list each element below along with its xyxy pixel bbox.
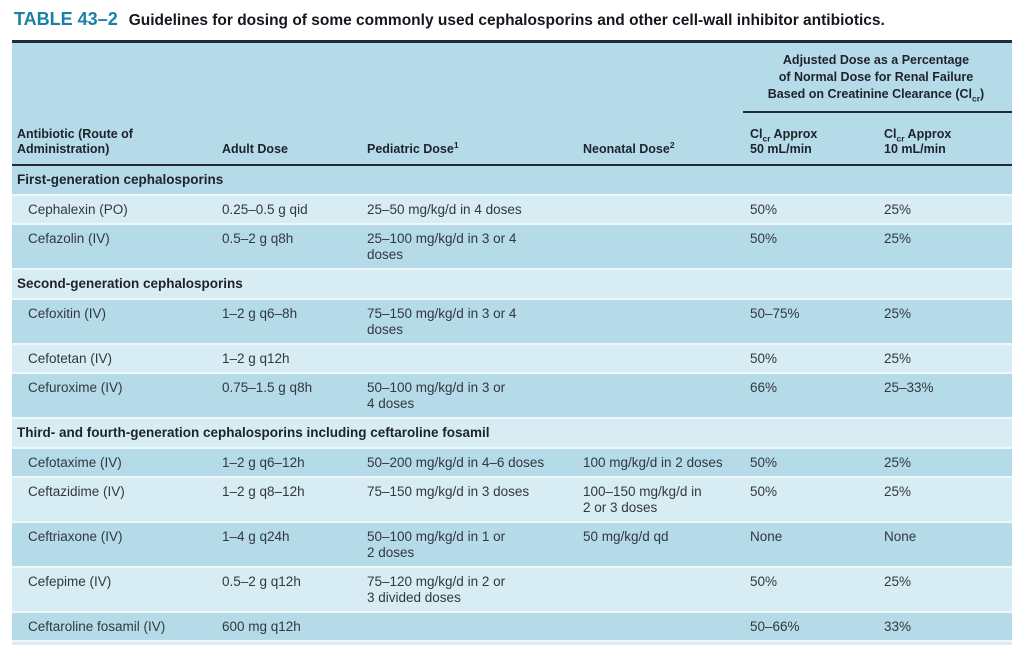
- column-header-neonatal-dose: Neonatal Dose2: [583, 139, 675, 156]
- antibiotic-name: Cefotetan (IV): [28, 351, 113, 366]
- neonatal-dose: [583, 196, 750, 223]
- neonatal-dose: 100 mg/kg/d in 2 doses: [583, 455, 723, 470]
- antibiotic-name: Cefepime (IV): [28, 574, 112, 589]
- neonatal-dose: [583, 345, 750, 372]
- pediatric-dose: 25–100 mg/kg/d in 3 or 4 doses: [367, 231, 517, 262]
- adult-dose: 1–2 g q8–12h: [222, 484, 305, 499]
- clcr10-value: 25%: [884, 202, 912, 217]
- antibiotic-name: Cephalexin (PO): [28, 202, 128, 217]
- clcr50-value: 50%: [750, 202, 778, 217]
- clcr10-value: 25%: [884, 306, 912, 321]
- table-row-cephalexin: Cephalexin (PO) 0.25–0.5 g qid 25–50 mg/…: [12, 196, 1012, 225]
- adult-dose: 600 mg q12h: [222, 619, 301, 634]
- clcr10-value: 25%: [884, 455, 912, 470]
- clcr50-value: 50%: [750, 574, 778, 589]
- pediatric-dose: 50–100 mg/kg/d in 3 or 4 doses: [367, 380, 506, 411]
- neonatal-dose: [583, 300, 750, 343]
- adult-dose: 0.5–2 g q8h: [222, 231, 294, 246]
- footnote-marker-2: 2: [669, 139, 675, 150]
- antibiotic-name: Cefazolin (IV): [28, 231, 110, 246]
- clcr10-value: None: [884, 529, 917, 544]
- table-row-cefotaxime: Cefotaxime (IV) 1–2 g q6–12h 50–200 mg/k…: [12, 449, 1012, 478]
- clcr10-value: 25–33%: [884, 380, 934, 395]
- pediatric-dose: [367, 613, 583, 640]
- pediatric-dose: 50–200 mg/kg/d in 4–6 doses: [367, 455, 545, 470]
- antibiotic-name: Cefoxitin (IV): [28, 306, 107, 321]
- top-rule: [12, 40, 1012, 43]
- clcr10-value: 25%: [884, 574, 912, 589]
- adult-dose: 0.5–2 g q12h: [222, 574, 301, 589]
- adult-dose: 1–2 g q6–8h: [222, 306, 298, 321]
- clcr50-value: 50–75%: [750, 306, 800, 321]
- table-caption: Guidelines for dosing of some commonly u…: [128, 12, 885, 29]
- footnote-marker-1: 1: [453, 139, 459, 150]
- table-row-ceftaroline-fosamil: Ceftaroline fosamil (IV) 600 mg q12h 50–…: [12, 613, 1012, 642]
- neonatal-dose: [583, 613, 750, 640]
- adjusted-dose-header: Adjusted Dose as a Percentage of Normal …: [742, 52, 1010, 103]
- clcr50-value: 66%: [750, 380, 778, 395]
- pediatric-dose: 75–120 mg/kg/d in 2 or 3 divided doses: [367, 574, 506, 605]
- clcr10-value: 25%: [884, 231, 912, 246]
- pediatric-dose: 50–100 mg/kg/d in 1 or 2 doses: [367, 529, 506, 560]
- neonatal-dose: [583, 568, 750, 611]
- column-header-adult-dose: Adult Dose: [222, 142, 288, 156]
- table-row-ceftazidime: Ceftazidime (IV) 1–2 g q8–12h 75–150 mg/…: [12, 478, 1012, 523]
- bottom-strip: [12, 642, 1012, 645]
- clcr10-value: 33%: [884, 619, 912, 634]
- table-header-band: Adjusted Dose as a Percentage of Normal …: [12, 43, 1012, 164]
- clcr50-value: 50%: [750, 231, 778, 246]
- antibiotic-name: Ceftriaxone (IV): [28, 529, 123, 544]
- clcr10-value: 25%: [884, 351, 912, 366]
- clcr50-value: None: [750, 529, 783, 544]
- adjusted-dose-rule: [743, 111, 1012, 113]
- section-header-third-fourth-generation: Third- and fourth-generation cephalospor…: [12, 419, 1012, 449]
- column-header-antibiotic: Antibiotic (Route of Administration): [17, 127, 133, 156]
- antibiotic-name: Cefotaxime (IV): [28, 455, 122, 470]
- antibiotic-name: Ceftaroline fosamil (IV): [28, 619, 166, 634]
- section-header-first-generation: First-generation cephalosporins: [12, 166, 1012, 196]
- adjusted-dose-line2: of Normal Dose for Renal Failure: [778, 70, 974, 84]
- clcr50-value: 50%: [750, 484, 778, 499]
- adult-dose: 1–4 g q24h: [222, 529, 290, 544]
- clcr50-value: 50%: [750, 351, 778, 366]
- adult-dose: 1–2 g q6–12h: [222, 455, 305, 470]
- pediatric-dose: 75–150 mg/kg/d in 3 or 4 doses: [367, 306, 517, 337]
- table-row-cefazolin: Cefazolin (IV) 0.5–2 g q8h 25–100 mg/kg/…: [12, 225, 1012, 270]
- neonatal-dose: 100–150 mg/kg/d in 2 or 3 doses: [583, 484, 702, 515]
- pediatric-dose: 25–50 mg/kg/d in 4 doses: [367, 202, 522, 217]
- table-title: TABLE 43–2 Guidelines for dosing of some…: [0, 0, 1024, 30]
- clcr50-value: 50–66%: [750, 619, 800, 634]
- section-header-second-generation: Second-generation cephalosporins: [12, 270, 1012, 300]
- clcr50-value: 50%: [750, 455, 778, 470]
- column-header-pediatric-dose: Pediatric Dose1: [367, 139, 459, 156]
- table-row-cefuroxime: Cefuroxime (IV) 0.75–1.5 g q8h 50–100 mg…: [12, 374, 1012, 419]
- column-header-clcr-10: Clcr Approx 10 mL/min: [884, 127, 952, 156]
- table-row-cefoxitin: Cefoxitin (IV) 1–2 g q6–8h 75–150 mg/kg/…: [12, 300, 1012, 345]
- table-number: TABLE 43–2: [14, 9, 118, 29]
- header-rule: [12, 164, 1012, 166]
- neonatal-dose: [583, 225, 750, 268]
- table-row-cefotetan: Cefotetan (IV) 1–2 g q12h 50% 25%: [12, 345, 1012, 374]
- adjusted-dose-line1: Adjusted Dose as a Percentage: [782, 53, 970, 67]
- column-header-clcr-50: Clcr Approx 50 mL/min: [750, 127, 818, 156]
- table-row-cefepime: Cefepime (IV) 0.5–2 g q12h 75–120 mg/kg/…: [12, 568, 1012, 613]
- table-row-ceftriaxone: Ceftriaxone (IV) 1–4 g q24h 50–100 mg/kg…: [12, 523, 1012, 568]
- adult-dose: 1–2 g q12h: [222, 351, 290, 366]
- adult-dose: 0.25–0.5 g qid: [222, 202, 308, 217]
- neonatal-dose: 50 mg/kg/d qd: [583, 529, 669, 544]
- neonatal-dose: [583, 374, 750, 417]
- antibiotic-name: Cefuroxime (IV): [28, 380, 123, 395]
- adult-dose: 0.75–1.5 g q8h: [222, 380, 313, 395]
- dosing-table: Adjusted Dose as a Percentage of Normal …: [12, 40, 1012, 645]
- pediatric-dose: 75–150 mg/kg/d in 3 doses: [367, 484, 530, 499]
- pediatric-dose: [367, 345, 583, 372]
- antibiotic-name: Ceftazidime (IV): [28, 484, 125, 499]
- clcr10-value: 25%: [884, 484, 912, 499]
- adjusted-dose-line3: Based on Creatinine Clearance (Clcr): [767, 87, 985, 104]
